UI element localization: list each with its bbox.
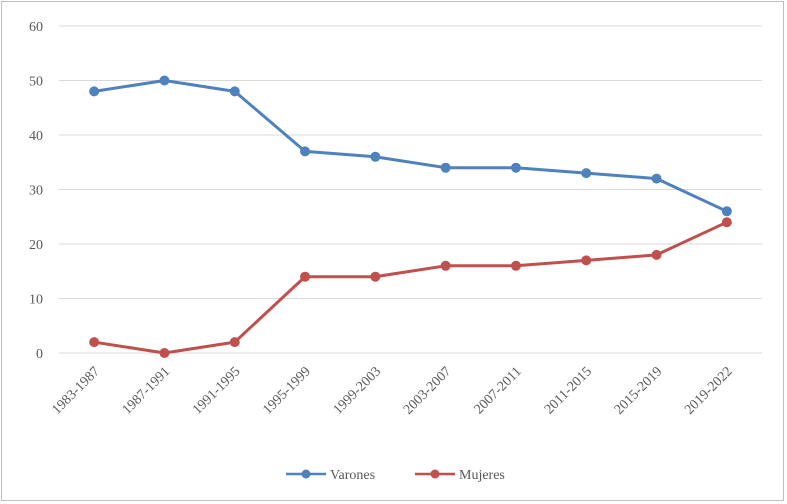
x-tick-label: 1999-2003: [331, 364, 385, 418]
data-point-varones: [440, 162, 451, 173]
legend-marker-varones: [301, 469, 311, 479]
data-point-mujeres: [300, 271, 311, 282]
x-tick-label: 2015-2019: [612, 364, 666, 418]
data-point-mujeres: [651, 249, 662, 260]
data-point-mujeres: [581, 255, 592, 266]
data-point-varones: [721, 206, 732, 217]
data-point-varones: [651, 173, 662, 184]
data-point-mujeres: [440, 260, 451, 271]
series-line-mujeres: [93, 220, 728, 355]
legend-label: Mujeres: [459, 468, 505, 483]
data-point-varones: [581, 168, 592, 179]
x-tick-label: 2007-2011: [472, 364, 525, 417]
x-tick-label: 2003-2007: [401, 364, 455, 418]
legend-marker-mujeres: [430, 469, 440, 479]
y-tick-label: 50: [29, 75, 43, 90]
x-tick-label: 2019-2022: [682, 364, 736, 418]
legend-label: Varones: [330, 468, 375, 483]
series-line-varones: [93, 79, 728, 213]
data-point-varones: [510, 162, 521, 173]
y-tick-label: 10: [29, 293, 43, 308]
y-tick-label: 60: [29, 20, 43, 35]
data-point-mujeres: [510, 260, 521, 271]
y-tick-label: 0: [36, 347, 43, 362]
y-tick-label: 20: [29, 238, 43, 253]
x-tick-label: 1995-1999: [260, 364, 314, 418]
data-point-mujeres: [89, 337, 100, 348]
data-point-mujeres: [229, 337, 240, 348]
data-point-varones: [159, 75, 170, 86]
data-point-varones: [300, 146, 311, 157]
data-point-mujeres: [159, 348, 170, 358]
data-point-varones: [370, 151, 381, 162]
x-tick-label: 1983-1987: [49, 364, 103, 418]
x-tick-label: 1991-1995: [190, 364, 244, 418]
data-point-varones: [89, 86, 100, 97]
x-tick-label: 1987-1991: [120, 364, 174, 418]
data-point-varones: [229, 86, 240, 97]
x-tick-label: 2011-2015: [542, 364, 595, 417]
data-point-mujeres: [721, 217, 732, 228]
y-tick-label: 40: [29, 129, 43, 144]
data-point-mujeres: [370, 271, 381, 282]
y-tick-label: 30: [29, 184, 43, 199]
